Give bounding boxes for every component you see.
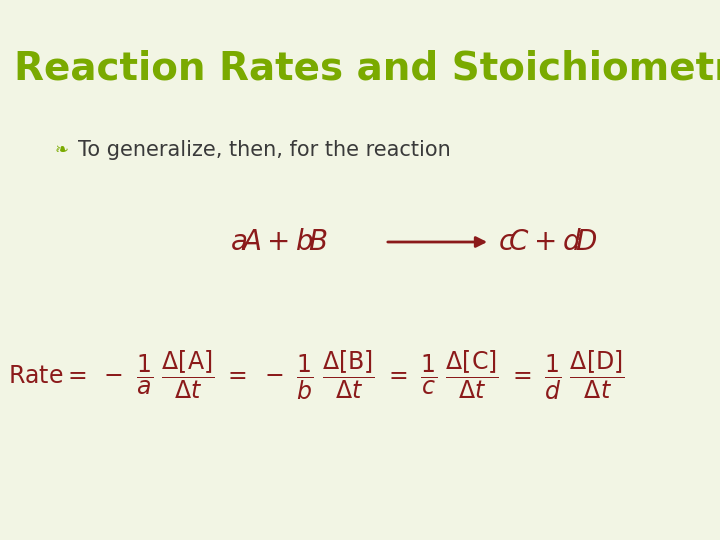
Text: ❧: ❧ — [55, 141, 69, 159]
Text: $\mathrm{Rate} = \ -\ \dfrac{1}{a}\ \dfrac{\Delta[\mathrm{A}]}{\Delta t}\ =\ -\ : $\mathrm{Rate} = \ -\ \dfrac{1}{a}\ \dfr… — [8, 348, 625, 402]
Text: $a\!A + b\!B$: $a\!A + b\!B$ — [230, 228, 328, 255]
Text: $c\!C + d\!D$: $c\!C + d\!D$ — [498, 228, 598, 255]
Text: Reaction Rates and Stoichiometry: Reaction Rates and Stoichiometry — [14, 50, 720, 88]
Text: To generalize, then, for the reaction: To generalize, then, for the reaction — [78, 140, 451, 160]
